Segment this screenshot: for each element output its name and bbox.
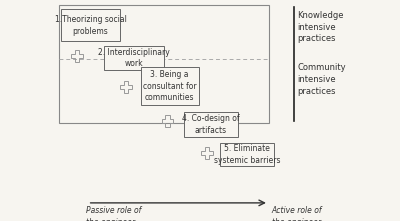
Text: 5. Eliminate
systemic barriers: 5. Eliminate systemic barriers	[214, 144, 280, 165]
Bar	[140, 67, 198, 105]
Bar	[184, 112, 238, 137]
Text: 4. Co-design of
artifacts: 4. Co-design of artifacts	[182, 114, 240, 135]
Text: Community
intensive
practices: Community intensive practices	[297, 63, 346, 96]
Text: 1.Theorizing social
problems: 1.Theorizing social problems	[55, 15, 126, 36]
Text: Active role of
the engineer: Active role of the engineer	[272, 206, 322, 221]
Bar	[61, 10, 120, 41]
Text: Passive role of
the engineer: Passive role of the engineer	[86, 206, 142, 221]
Bar	[104, 46, 164, 70]
Text: 2. Interdisciplinary
work: 2. Interdisciplinary work	[98, 48, 170, 68]
Text: Knowledge
intensive
practices: Knowledge intensive practices	[297, 11, 344, 44]
Bar	[59, 5, 269, 123]
Text: 3. Being a
consultant for
communities: 3. Being a consultant for communities	[143, 70, 196, 102]
Bar	[220, 143, 274, 166]
